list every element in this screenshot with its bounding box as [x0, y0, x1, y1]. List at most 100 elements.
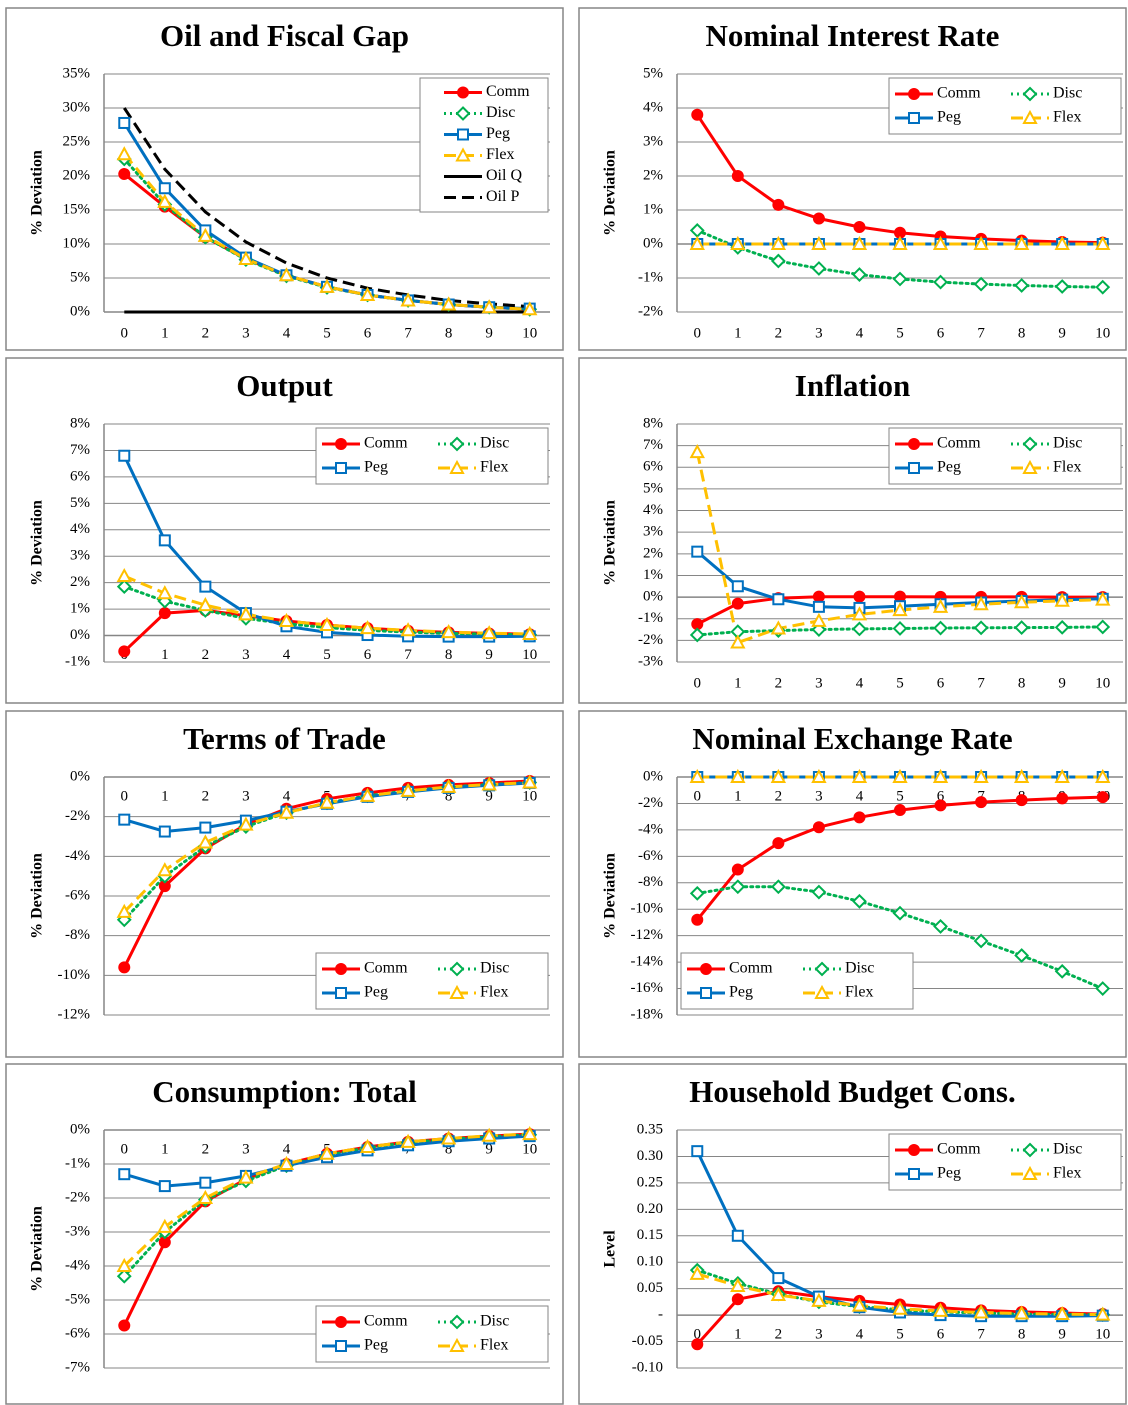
legend-marker: [449, 1337, 465, 1352]
x-tick-label: 4: [283, 1141, 291, 1157]
x-tick-label: 2: [775, 675, 783, 691]
marker: [691, 1145, 704, 1158]
y-tick-label: 20%: [63, 167, 91, 183]
legend-marker: [449, 1314, 465, 1330]
legend-label: Comm: [937, 85, 981, 102]
marker: [116, 579, 132, 595]
y-tick-label: 35%: [63, 65, 91, 81]
marker: [116, 903, 132, 918]
x-tick-label: 0: [694, 1327, 702, 1343]
legend-label: Disc: [1053, 1141, 1082, 1158]
legend-label: Peg: [364, 459, 388, 476]
y-tick-label: -4%: [638, 821, 663, 837]
marker: [118, 961, 131, 974]
legend-label: Flex: [480, 1337, 508, 1354]
marker: [852, 621, 867, 637]
legend-box: [315, 1305, 549, 1363]
y-axis-label: % Deviation: [29, 150, 46, 236]
marker: [118, 1168, 131, 1181]
legend-label: Flex: [480, 984, 508, 1001]
legend-box: [315, 952, 549, 1010]
y-tick-label: 7%: [70, 442, 90, 458]
y-tick-label: -7%: [65, 1359, 90, 1375]
marker: [731, 170, 744, 182]
marker: [319, 616, 335, 631]
x-tick-label: 8: [445, 788, 453, 804]
marker: [973, 620, 989, 636]
legend-label: Flex: [1053, 1165, 1081, 1182]
x-tick-label: 8: [1018, 1327, 1026, 1343]
x-tick-label: 10: [1095, 1327, 1110, 1343]
marker: [278, 612, 295, 628]
legend-marker: [335, 963, 347, 975]
y-tick-label: -6%: [65, 1325, 90, 1341]
y-tick-label: 4%: [643, 99, 663, 115]
y-tick-label: 25%: [63, 133, 91, 149]
x-tick-label: 2: [775, 325, 783, 341]
marker: [853, 221, 866, 233]
x-tick-label: 10: [522, 788, 537, 804]
legend-label: Oil P: [486, 188, 519, 205]
marker: [812, 600, 825, 613]
y-tick-label: 0.35: [637, 1121, 663, 1137]
marker: [1095, 1306, 1111, 1321]
marker: [319, 794, 335, 809]
marker: [359, 1138, 376, 1153]
y-tick-label: 5%: [70, 269, 90, 285]
chart-title: Terms of Trade: [183, 721, 386, 756]
series-line: [123, 107, 530, 309]
marker: [892, 601, 908, 617]
legend-label: Disc: [480, 1313, 509, 1330]
marker: [1015, 794, 1028, 807]
marker: [1014, 620, 1030, 636]
legend-label: Comm: [729, 960, 773, 977]
y-tick-label: 0%: [643, 768, 663, 784]
marker: [158, 1180, 171, 1193]
x-tick-label: 4: [856, 325, 864, 341]
legend-label: Comm: [486, 83, 530, 100]
y-tick-label: 0.15: [637, 1227, 663, 1243]
y-tick-label: 0.10: [637, 1254, 663, 1270]
marker: [1054, 1305, 1070, 1321]
x-tick-label: 0: [121, 325, 129, 341]
x-tick-label: 1: [161, 325, 169, 341]
marker: [359, 620, 376, 635]
marker: [278, 267, 295, 282]
x-tick-label: 3: [242, 647, 250, 663]
y-tick-label: 10%: [63, 235, 91, 251]
legend-label: Flex: [1053, 109, 1081, 126]
marker: [973, 933, 989, 949]
marker: [118, 645, 131, 658]
marker: [811, 884, 827, 900]
x-tick-label: 3: [242, 788, 250, 804]
legend-label: Disc: [486, 104, 515, 121]
marker: [811, 1292, 827, 1307]
marker: [319, 1145, 335, 1160]
marker: [812, 821, 825, 834]
x-tick-label: 3: [815, 675, 823, 691]
marker: [199, 821, 212, 834]
legend-label: Comm: [937, 1141, 981, 1158]
x-tick-label: 6: [937, 788, 945, 804]
marker: [772, 1272, 785, 1285]
marker: [118, 813, 131, 826]
marker: [158, 534, 171, 547]
marker: [772, 198, 785, 211]
y-tick-label: 5%: [643, 65, 663, 81]
x-tick-label: 8: [445, 1141, 453, 1157]
x-tick-label: 8: [1018, 675, 1026, 691]
marker: [400, 622, 416, 637]
marker: [691, 913, 704, 926]
legend-marker: [449, 961, 465, 977]
y-tick-label: -: [658, 1307, 663, 1323]
marker: [118, 167, 131, 180]
marker: [892, 1300, 908, 1315]
marker: [932, 768, 949, 783]
marker: [691, 108, 704, 121]
marker: [359, 286, 376, 301]
legend-marker: [700, 987, 712, 999]
y-tick-label: -5%: [65, 1291, 90, 1307]
marker: [1054, 619, 1070, 635]
legend-marker: [1022, 436, 1038, 452]
